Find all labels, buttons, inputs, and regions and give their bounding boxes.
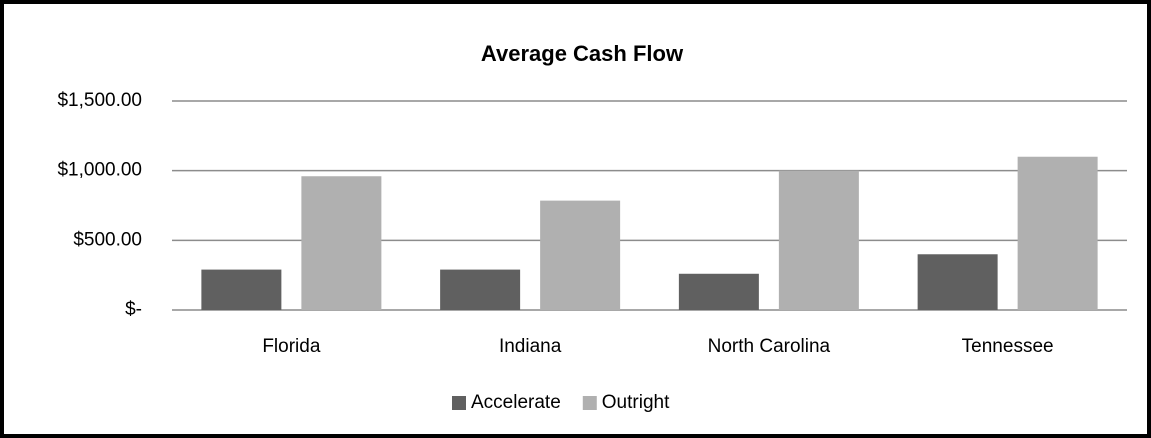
bar bbox=[540, 200, 621, 310]
legend-label: Accelerate bbox=[471, 392, 561, 413]
bar bbox=[301, 176, 382, 310]
y-tick-label: $1,000.00 bbox=[57, 160, 142, 181]
y-tick-label: $- bbox=[125, 299, 142, 320]
x-tick-label: North Carolina bbox=[708, 336, 831, 357]
y-tick-label: $500.00 bbox=[73, 229, 142, 250]
legend-label: Outright bbox=[602, 392, 670, 413]
bar bbox=[440, 269, 521, 310]
y-tick-label: $1,500.00 bbox=[57, 90, 142, 111]
legend-swatch bbox=[452, 396, 466, 410]
bar bbox=[1017, 156, 1098, 310]
bar bbox=[778, 170, 859, 310]
x-tick-label: Indiana bbox=[499, 336, 562, 357]
legend-swatch bbox=[582, 396, 597, 410]
bar bbox=[917, 254, 998, 310]
bar bbox=[201, 269, 282, 310]
chart-title: Average Cash Flow bbox=[481, 41, 684, 66]
bar bbox=[678, 273, 759, 310]
x-tick-label: Florida bbox=[262, 336, 321, 357]
x-tick-label: Tennessee bbox=[962, 336, 1054, 357]
